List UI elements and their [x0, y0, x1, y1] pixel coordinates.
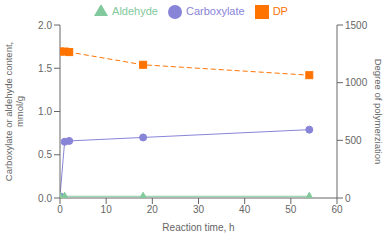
svg-text:1.5: 1.5 — [38, 63, 52, 74]
html-text:Carboxylate: Carboxylate — [185, 5, 245, 17]
svg-text:0.5: 0.5 — [38, 149, 52, 160]
svg-text:20: 20 — [147, 204, 159, 215]
svg-text:60: 60 — [331, 204, 343, 215]
html-text:DP: DP — [272, 5, 288, 17]
svg-text:Reaction time, h: Reaction time, h — [162, 222, 234, 233]
svg-text:2.0: 2.0 — [38, 20, 52, 31]
svg-text:1500: 1500 — [345, 20, 368, 31]
svg-text:Degree of polymerziation: Degree of polymerziation — [374, 59, 385, 165]
svg-text:1.0: 1.0 — [38, 106, 52, 117]
svg-text:Carboxylate or aldehyde conten: Carboxylate or aldehyde content,mmol/g — [8, 42, 24, 181]
svg-text:30: 30 — [193, 204, 205, 215]
svg-text:0: 0 — [57, 204, 63, 215]
svg-text:500: 500 — [345, 135, 362, 146]
svg-text:0.0: 0.0 — [38, 193, 52, 204]
html-text:Aldehyde: Aldehyde — [112, 5, 158, 17]
svg-text:1000: 1000 — [345, 77, 368, 88]
svg-text:10: 10 — [101, 204, 113, 215]
svg-text:0: 0 — [345, 193, 351, 204]
svg-text:40: 40 — [239, 204, 251, 215]
svg-text:50: 50 — [285, 204, 297, 215]
